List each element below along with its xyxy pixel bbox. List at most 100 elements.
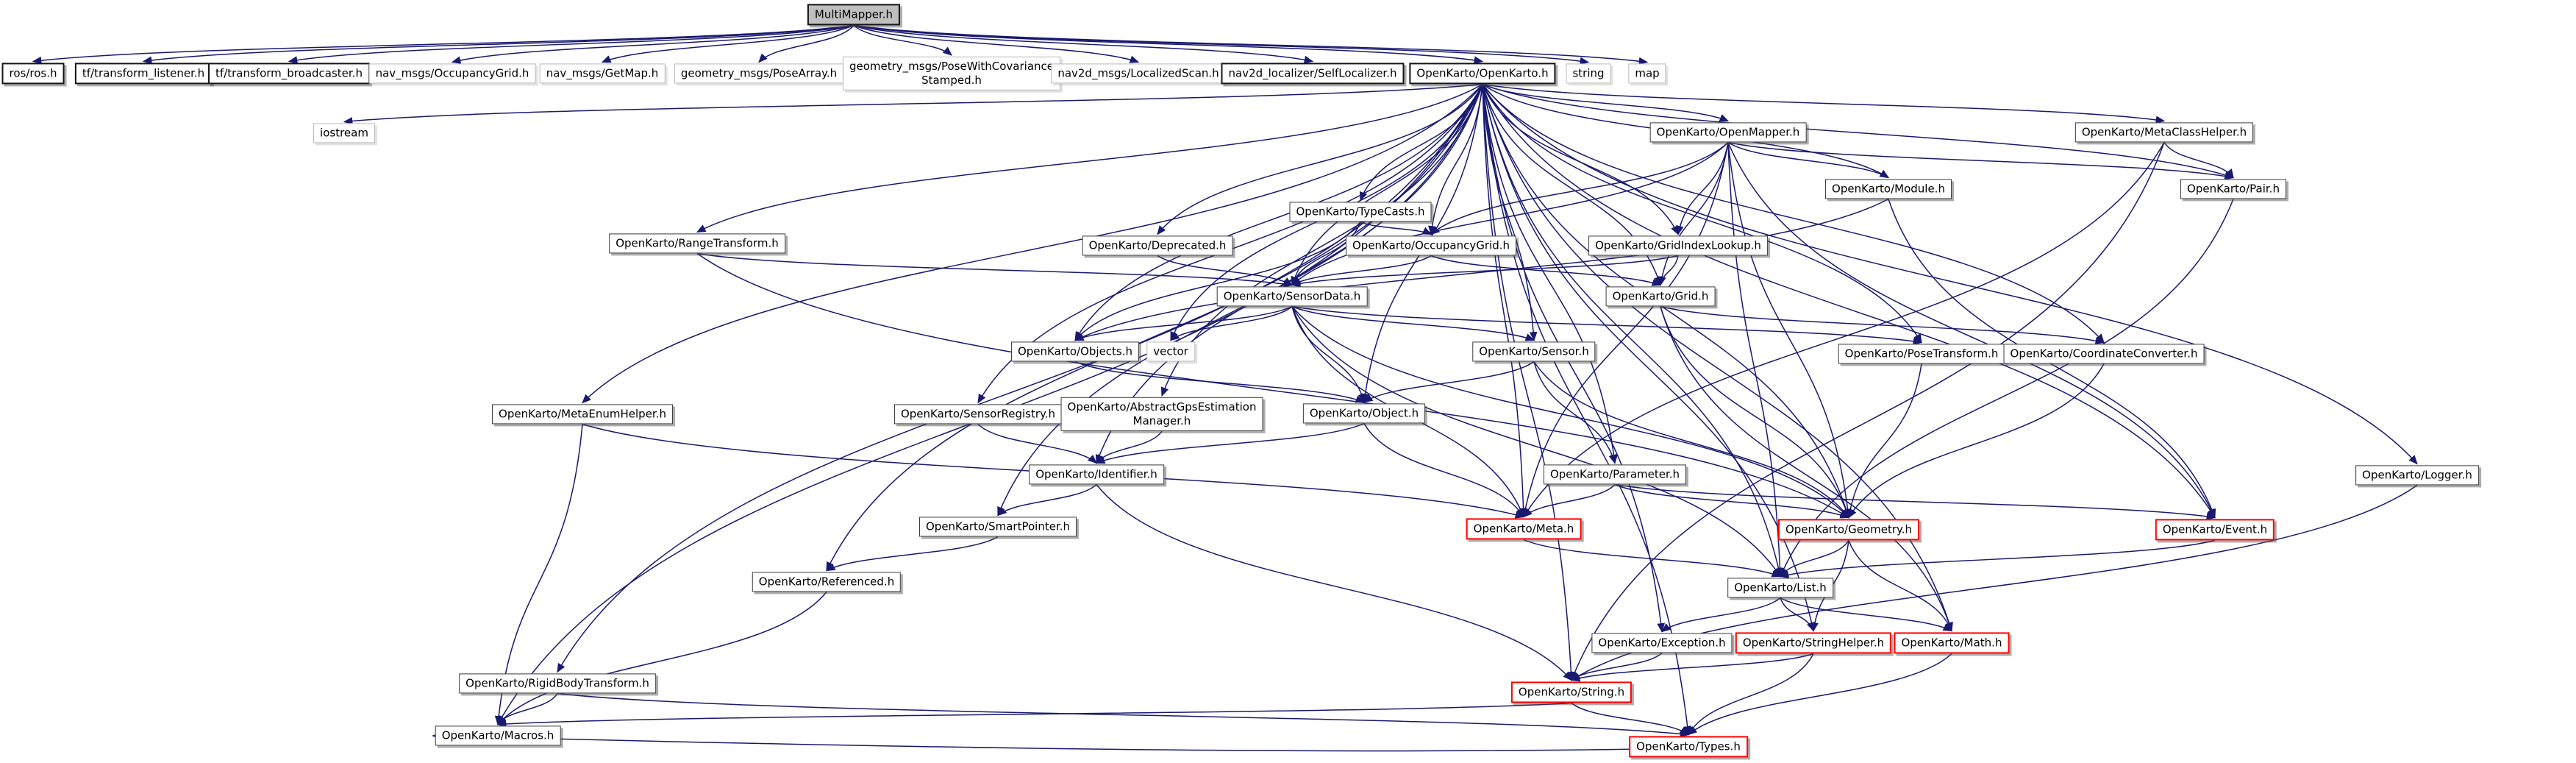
node-map: map xyxy=(1628,63,1666,84)
node-posewithcov: geometry_msgs/PoseWithCovariance Stamped… xyxy=(842,56,1061,91)
node-rangetransform[interactable]: OpenKarto/RangeTransform.h xyxy=(609,233,785,254)
node-sensordata[interactable]: OpenKarto/SensorData.h xyxy=(1216,286,1368,307)
edge-objects-object xyxy=(1074,361,1366,403)
edge-list-exception xyxy=(1661,597,1781,633)
node-tf-broadcaster[interactable]: tf/transform_broadcaster.h xyxy=(208,63,370,85)
edges xyxy=(32,24,2418,752)
node-sensor[interactable]: OpenKarto/Sensor.h xyxy=(1472,341,1596,362)
edge-stringhelper-string_h xyxy=(1570,653,1814,682)
edge-openkarto-openmapper xyxy=(1482,83,1730,122)
edge-openkarto-metaclasshelper xyxy=(1482,83,2166,124)
node-stringhelper[interactable]: OpenKarto/StringHelper.h xyxy=(1735,632,1892,654)
edge-list-stringhelper xyxy=(1780,597,1815,632)
edge-openkarto-deprecated xyxy=(1157,84,1483,235)
node-deprecated[interactable]: OpenKarto/Deprecated.h xyxy=(1082,235,1233,256)
edge-grid-coordinateconverter xyxy=(1660,305,2105,345)
node-coordinateconverter[interactable]: OpenKarto/CoordinateConverter.h xyxy=(2003,344,2205,364)
node-posetransform[interactable]: OpenKarto/PoseTransform.h xyxy=(1838,344,2005,364)
edge-sensordata-objects xyxy=(1074,305,1293,341)
node-identifier[interactable]: OpenKarto/Identifier.h xyxy=(1029,464,1164,485)
edge-multimapper-openkarto xyxy=(853,24,1484,65)
node-metaenumhelper[interactable]: OpenKarto/MetaEnumHelper.h xyxy=(492,404,673,425)
edge-posetransform-geometry xyxy=(1846,363,1922,519)
edge-object-meta xyxy=(1363,423,1524,518)
edge-smartpointer-referenced xyxy=(825,536,999,572)
edge-sensordata-list xyxy=(1291,306,1781,578)
edge-multimapper-nav_getmap xyxy=(601,24,854,63)
edge-openkarto-event xyxy=(1482,84,2216,519)
edge-sensordata-geometry xyxy=(1291,306,1849,519)
edge-multimapper-tf_listener xyxy=(142,24,854,65)
edge-multimapper-nav_occupancygrid xyxy=(451,24,854,64)
node-types[interactable]: OpenKarto/Types.h xyxy=(1629,736,1748,758)
edge-typecasts-sensordata xyxy=(1291,221,1361,286)
node-object[interactable]: OpenKarto/Object.h xyxy=(1302,403,1426,424)
edge-sensordata-sensor xyxy=(1291,305,1535,341)
node-math[interactable]: OpenKarto/Math.h xyxy=(1894,632,2010,654)
edge-metaclasshelper-string_h xyxy=(1571,142,2165,681)
node-vector: vector xyxy=(1146,341,1195,362)
node-referenced[interactable]: OpenKarto/Referenced.h xyxy=(752,572,902,592)
edge-sensor-object xyxy=(1363,361,1535,403)
node-occupancygrid[interactable]: OpenKarto/OccupancyGrid.h xyxy=(1345,235,1517,256)
edge-openkarto-referenced xyxy=(826,84,1483,572)
edge-openmapper-meta xyxy=(1521,142,1729,518)
edge-sensordata-vector xyxy=(1170,305,1293,341)
node-meta[interactable]: OpenKarto/Meta.h xyxy=(1466,518,1582,540)
node-ros[interactable]: ros/ros.h xyxy=(1,63,65,85)
edge-abstractgps-identifier xyxy=(1096,430,1163,464)
edge-openkarto-rigidbody xyxy=(557,84,1483,673)
node-tf-listener[interactable]: tf/transform_listener.h xyxy=(74,63,213,85)
node-geometry[interactable]: OpenKarto/Geometry.h xyxy=(1777,519,1920,541)
edge-metaclasshelper-meta xyxy=(1523,142,2165,518)
node-gridindexlookup[interactable]: OpenKarto/GridIndexLookup.h xyxy=(1588,235,1768,256)
edge-openkarto-sensordata xyxy=(1291,84,1483,286)
edge-sensorregistry-identifier xyxy=(977,423,1097,464)
node-macros[interactable]: OpenKarto/Macros.h xyxy=(435,725,561,746)
node-string-h[interactable]: OpenKarto/String.h xyxy=(1510,681,1633,703)
node-selflocalizer[interactable]: nav2d_localizer/SelfLocalizer.h xyxy=(1221,63,1405,85)
node-sensorregistry[interactable]: OpenKarto/SensorRegistry.h xyxy=(893,404,1063,425)
edge-module-event xyxy=(1888,199,2216,519)
node-pair[interactable]: OpenKarto/Pair.h xyxy=(2180,179,2286,199)
node-openmapper[interactable]: OpenKarto/OpenMapper.h xyxy=(1649,122,1807,143)
edge-sensor-parameter xyxy=(1533,361,1617,464)
node-localizedscan: nav2d_msgs/LocalizedScan.h xyxy=(1051,63,1226,84)
node-list[interactable]: OpenKarto/List.h xyxy=(1727,578,1833,598)
edge-referenced-macros xyxy=(497,592,827,725)
edge-openkarto-posetransform xyxy=(1482,84,1922,344)
edge-coordinateconverter-geometry xyxy=(1848,363,2105,519)
node-module[interactable]: OpenKarto/Module.h xyxy=(1825,179,1952,199)
node-parameter[interactable]: OpenKarto/Parameter.h xyxy=(1543,464,1687,485)
edge-identifier-smartpointer xyxy=(997,483,1097,517)
edge-multimapper-posearray xyxy=(758,25,854,63)
edge-parameter-meta xyxy=(1523,483,1616,518)
edge-openkarto-parameter xyxy=(1482,84,1618,464)
edge-openkarto-string_h xyxy=(1482,84,1575,681)
edge-openmapper-event xyxy=(1727,142,2216,519)
node-smartpointer[interactable]: OpenKarto/SmartPointer.h xyxy=(918,517,1077,537)
edge-multimapper-tf_broadcaster xyxy=(288,24,854,64)
node-exception[interactable]: OpenKarto/Exception.h xyxy=(1591,633,1733,653)
edge-multimapper-localizedscan xyxy=(853,24,1140,63)
node-rigidbody[interactable]: OpenKarto/RigidBodyTransform.h xyxy=(459,673,656,694)
edge-typecasts-objects xyxy=(1074,221,1361,341)
node-metaclasshelper[interactable]: OpenKarto/MetaClassHelper.h xyxy=(2074,122,2254,143)
node-abstractgps[interactable]: OpenKarto/AbstractGpsEstimation Manager.… xyxy=(1060,397,1263,432)
node-logger[interactable]: OpenKarto/Logger.h xyxy=(2355,465,2479,486)
edge-openmapper-gridindexlookup xyxy=(1675,142,1729,235)
node-grid[interactable]: OpenKarto/Grid.h xyxy=(1605,286,1716,307)
edge-openmapper-occupancygrid xyxy=(1430,141,1729,235)
node-openkarto[interactable]: OpenKarto/OpenKarto.h xyxy=(1409,63,1556,85)
edge-openkarto-metaenumhelper xyxy=(582,83,1483,404)
edge-occupancygrid-sensordata xyxy=(1291,255,1432,286)
edge-sensordata-posetransform xyxy=(1291,305,1923,346)
edge-openmapper-geometry xyxy=(1727,142,1852,519)
node-objects[interactable]: OpenKarto/Objects.h xyxy=(1010,341,1140,362)
node-event[interactable]: OpenKarto/Event.h xyxy=(2155,519,2275,541)
node-nav-occupancygrid: nav_msgs/OccupancyGrid.h xyxy=(368,63,536,84)
node-typecasts[interactable]: OpenKarto/TypeCasts.h xyxy=(1289,202,1432,222)
edge-openkarto-iostream xyxy=(343,83,1483,125)
